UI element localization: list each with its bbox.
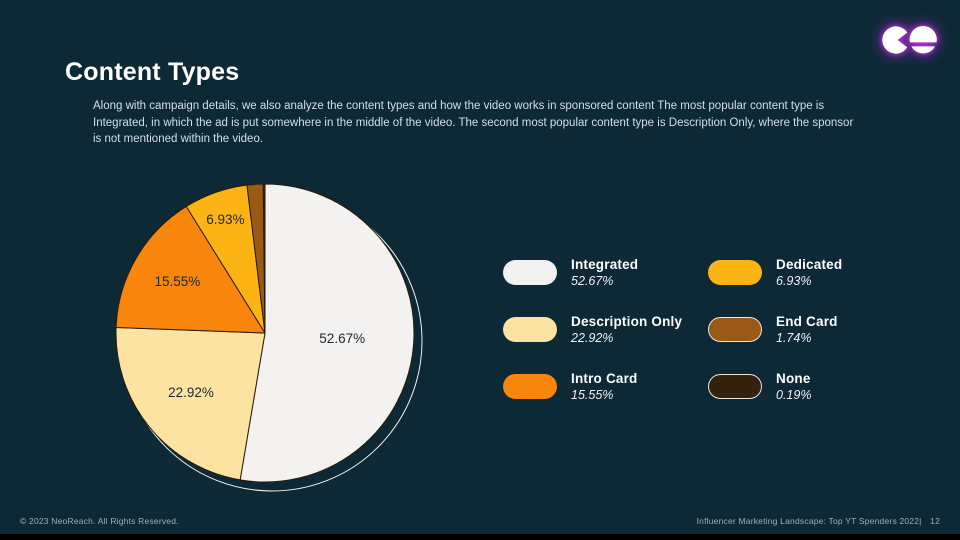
legend-item-description-only: Description Only 22.92% xyxy=(503,309,708,349)
legend-item-dedicated: Dedicated 6.93% xyxy=(708,252,913,292)
logo-circle-top-shape xyxy=(909,25,937,43)
legend-label: Dedicated xyxy=(776,256,843,272)
legend-label: End Card xyxy=(776,313,838,329)
page-number: 12 xyxy=(930,516,940,526)
legend-value: 15.55% xyxy=(571,387,614,402)
pie-chart-container: 52.67% 22.92% 15.55% 6.93% xyxy=(96,172,436,502)
pie-slice-label-integrated: 52.67% xyxy=(319,331,365,346)
legend-label: None xyxy=(776,370,811,386)
chart-legend: Integrated 52.67% Description Only 22.92… xyxy=(503,252,913,406)
legend-value: 6.93% xyxy=(776,273,812,288)
legend-item-intro-card: Intro Card 15.55% xyxy=(503,366,708,406)
pie-slice-integrated xyxy=(239,183,415,483)
footer-source: Influencer Marketing Landscape: Top YT S… xyxy=(697,516,940,526)
pie-slice-label-dedicated: 6.93% xyxy=(206,212,244,227)
logo-pacman-shape xyxy=(882,26,908,54)
copyright-text: © 2023 NeoReach. All Rights Reserved. xyxy=(20,516,179,526)
legend-label: Intro Card xyxy=(571,370,638,386)
legend-item-integrated: Integrated 52.67% xyxy=(503,252,708,292)
legend-item-none: None 0.19% xyxy=(708,366,913,406)
legend-swatch-intro-card xyxy=(503,373,557,399)
legend-swatch-end-card xyxy=(708,316,762,342)
pie-slice-intro-card xyxy=(115,206,266,334)
source-text: Influencer Marketing Landscape: Top YT S… xyxy=(696,516,922,526)
legend-label: Description Only xyxy=(571,313,683,329)
legend-value: 0.19% xyxy=(776,387,812,402)
pie-chart: 52.67% 22.92% 15.55% 6.93% xyxy=(115,183,423,492)
pie-slice-description-only xyxy=(115,326,266,481)
legend-swatch-description-only xyxy=(503,316,557,342)
legend-value: 22.92% xyxy=(571,330,614,345)
pie-slice-label-description-only: 22.92% xyxy=(168,385,214,400)
legend-label: Integrated xyxy=(571,256,639,272)
slide-description: Along with campaign details, we also ana… xyxy=(93,100,854,145)
neoreach-logo-icon xyxy=(882,25,937,54)
legend-item-end-card: End Card 1.74% xyxy=(708,309,913,349)
legend-swatch-none xyxy=(708,373,762,399)
page-title: Content Types xyxy=(65,58,240,86)
legend-swatch-integrated xyxy=(503,259,557,285)
logo-circle-bottom-shape xyxy=(911,46,936,54)
pie-slice-label-intro-card: 15.55% xyxy=(155,274,201,289)
legend-value: 1.74% xyxy=(776,330,812,345)
legend-value: 52.67% xyxy=(571,273,614,288)
legend-swatch-dedicated xyxy=(708,259,762,285)
pie-slice-none xyxy=(262,183,266,334)
slide-bottom-edge xyxy=(0,534,960,540)
